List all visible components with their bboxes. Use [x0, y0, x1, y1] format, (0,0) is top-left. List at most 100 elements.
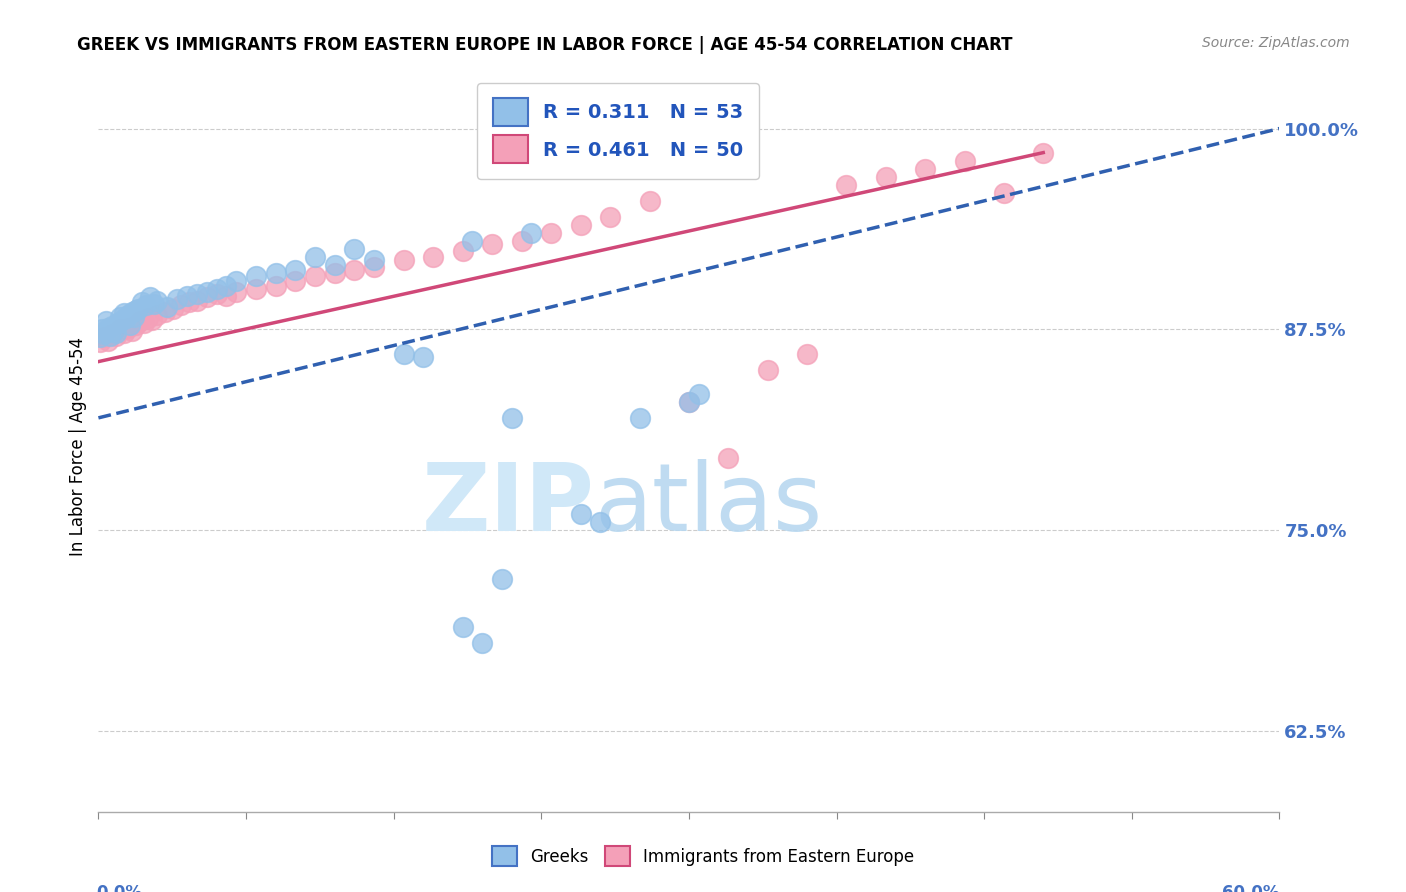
Y-axis label: In Labor Force | Age 45-54: In Labor Force | Age 45-54: [69, 336, 87, 556]
Point: [136, 311, 159, 326]
Point: [121, 324, 143, 338]
Point: [510, 234, 533, 248]
Point: [264, 279, 287, 293]
Point: [93, 327, 115, 342]
Point: [589, 516, 612, 530]
Point: [363, 260, 385, 274]
Point: [125, 318, 148, 332]
Point: [103, 324, 125, 338]
Point: [195, 290, 218, 304]
Point: [343, 242, 366, 256]
Point: [264, 266, 287, 280]
Point: [756, 362, 779, 376]
Point: [835, 178, 858, 192]
Point: [422, 250, 444, 264]
Point: [304, 250, 326, 264]
Point: [105, 326, 128, 340]
Point: [115, 311, 138, 326]
Point: [304, 269, 326, 284]
Point: [225, 274, 247, 288]
Point: [205, 287, 228, 301]
Text: 60.0%: 60.0%: [1222, 884, 1279, 892]
Point: [108, 310, 131, 324]
Point: [363, 253, 385, 268]
Point: [195, 285, 218, 300]
Point: [1032, 145, 1054, 160]
Point: [796, 346, 818, 360]
Point: [146, 293, 169, 308]
Point: [118, 318, 141, 332]
Point: [451, 244, 474, 258]
Point: [412, 350, 434, 364]
Point: [176, 288, 198, 302]
Point: [112, 306, 135, 320]
Legend: Greeks, Immigrants from Eastern Europe: Greeks, Immigrants from Eastern Europe: [485, 839, 921, 873]
Point: [142, 297, 165, 311]
Point: [155, 305, 177, 319]
Point: [146, 308, 169, 322]
Point: [678, 394, 700, 409]
Point: [117, 308, 139, 322]
Point: [131, 295, 153, 310]
Point: [875, 169, 897, 184]
Point: [569, 508, 592, 522]
Point: [186, 293, 208, 308]
Point: [91, 322, 114, 336]
Point: [481, 237, 503, 252]
Point: [628, 410, 651, 425]
Point: [245, 282, 267, 296]
Point: [112, 326, 135, 340]
Text: Source: ZipAtlas.com: Source: ZipAtlas.com: [1202, 36, 1350, 50]
Point: [323, 266, 346, 280]
Point: [678, 394, 700, 409]
Point: [914, 161, 936, 176]
Point: [245, 269, 267, 284]
Point: [170, 298, 193, 312]
Point: [215, 288, 238, 302]
Point: [392, 346, 415, 360]
Legend: R = 0.311   N = 53, R = 0.461   N = 50: R = 0.311 N = 53, R = 0.461 N = 50: [477, 83, 759, 178]
Point: [461, 234, 484, 248]
Point: [127, 301, 149, 316]
Point: [501, 410, 523, 425]
Point: [717, 451, 740, 466]
Point: [471, 636, 494, 650]
Text: 0.0%: 0.0%: [97, 884, 142, 892]
Point: [451, 620, 474, 634]
Point: [186, 287, 208, 301]
Point: [177, 295, 200, 310]
Point: [540, 226, 562, 240]
Point: [101, 319, 124, 334]
Text: atlas: atlas: [595, 458, 823, 550]
Point: [569, 218, 592, 232]
Point: [205, 282, 228, 296]
Point: [107, 316, 129, 330]
Point: [993, 186, 1015, 200]
Point: [132, 316, 155, 330]
Point: [105, 329, 128, 343]
Point: [343, 263, 366, 277]
Point: [125, 303, 148, 318]
Point: [392, 253, 415, 268]
Point: [121, 305, 143, 319]
Text: ZIP: ZIP: [422, 458, 595, 550]
Point: [135, 298, 157, 312]
Point: [111, 313, 134, 327]
Point: [93, 330, 115, 344]
Point: [166, 292, 188, 306]
Point: [138, 290, 160, 304]
Point: [215, 279, 238, 293]
Text: GREEK VS IMMIGRANTS FROM EASTERN EUROPE IN LABOR FORCE | AGE 45-54 CORRELATION C: GREEK VS IMMIGRANTS FROM EASTERN EUROPE …: [77, 36, 1012, 54]
Point: [96, 314, 118, 328]
Point: [108, 322, 131, 336]
Point: [97, 334, 120, 348]
Point: [599, 210, 621, 224]
Point: [122, 310, 145, 324]
Point: [128, 314, 150, 328]
Point: [953, 153, 976, 168]
Point: [323, 258, 346, 272]
Point: [284, 274, 307, 288]
Point: [688, 386, 710, 401]
Point: [101, 327, 124, 342]
Point: [284, 263, 307, 277]
